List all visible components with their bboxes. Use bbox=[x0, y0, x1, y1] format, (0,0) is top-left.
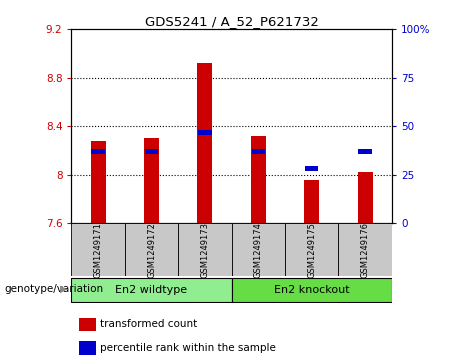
Bar bbox=[338, 223, 392, 276]
Bar bbox=[178, 223, 231, 276]
Bar bbox=[71, 278, 231, 302]
Bar bbox=[79, 342, 96, 355]
Text: genotype/variation: genotype/variation bbox=[5, 284, 104, 294]
Bar bbox=[252, 149, 265, 154]
Bar bbox=[198, 130, 212, 135]
Bar bbox=[197, 63, 213, 223]
Bar bbox=[358, 172, 372, 223]
Text: GSM1249173: GSM1249173 bbox=[201, 221, 209, 278]
Text: En2 wildtype: En2 wildtype bbox=[116, 285, 188, 295]
Bar bbox=[231, 223, 285, 276]
Bar bbox=[145, 149, 158, 154]
Text: percentile rank within the sample: percentile rank within the sample bbox=[100, 343, 276, 353]
Text: GSM1249175: GSM1249175 bbox=[307, 222, 316, 277]
Bar bbox=[91, 149, 105, 154]
Text: ▶: ▶ bbox=[60, 284, 68, 294]
Text: En2 knockout: En2 knockout bbox=[274, 285, 349, 295]
Bar bbox=[125, 223, 178, 276]
Bar bbox=[71, 223, 125, 276]
Bar bbox=[251, 136, 266, 223]
Text: GSM1249172: GSM1249172 bbox=[147, 222, 156, 277]
Title: GDS5241 / A_52_P621732: GDS5241 / A_52_P621732 bbox=[145, 15, 319, 28]
Text: GSM1249174: GSM1249174 bbox=[254, 222, 263, 277]
Text: GSM1249176: GSM1249176 bbox=[361, 221, 370, 278]
Text: transformed count: transformed count bbox=[100, 319, 197, 330]
Bar bbox=[305, 166, 319, 171]
Bar bbox=[144, 138, 159, 223]
Bar bbox=[79, 318, 96, 331]
Bar bbox=[91, 141, 106, 223]
Bar bbox=[285, 223, 338, 276]
Bar bbox=[231, 278, 392, 302]
Bar bbox=[358, 149, 372, 154]
Text: GSM1249171: GSM1249171 bbox=[94, 222, 103, 277]
Bar bbox=[304, 180, 319, 223]
